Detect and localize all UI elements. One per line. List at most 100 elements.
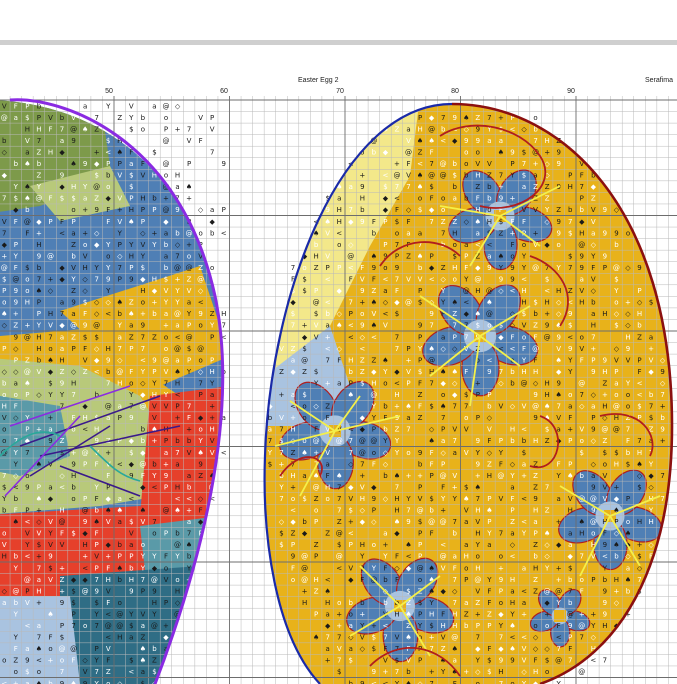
svg-text:o: o [2, 299, 6, 307]
svg-text:9: 9 [14, 287, 18, 295]
svg-text:b: b [187, 114, 192, 122]
svg-text:F: F [199, 137, 203, 145]
svg-text:P: P [14, 241, 18, 249]
svg-text:9: 9 [25, 483, 29, 491]
svg-text:H: H [360, 541, 365, 549]
svg-text:+: + [163, 195, 169, 203]
svg-text:◇: ◇ [198, 368, 204, 376]
svg-text:♠: ♠ [371, 252, 377, 260]
svg-text:7: 7 [464, 333, 468, 341]
svg-text:o: o [441, 206, 445, 214]
svg-text:♠: ♠ [428, 137, 434, 145]
svg-text:$: $ [626, 460, 630, 468]
svg-text:7: 7 [141, 333, 145, 341]
svg-text:7: 7 [580, 634, 584, 642]
svg-text:+: + [175, 414, 181, 422]
svg-text:@: @ [174, 264, 181, 272]
svg-text:P: P [568, 172, 572, 180]
svg-text:7: 7 [487, 114, 491, 122]
svg-text:◇: ◇ [117, 680, 123, 684]
svg-text:V: V [325, 229, 330, 237]
svg-text:P: P [476, 622, 480, 630]
svg-text:♠: ♠ [625, 530, 631, 538]
svg-text:H: H [82, 541, 87, 549]
svg-text:◇: ◇ [175, 599, 181, 607]
svg-text:o: o [71, 426, 75, 434]
svg-text:+: + [186, 507, 192, 515]
svg-text:Y: Y [521, 356, 527, 364]
svg-text:a: a [187, 518, 191, 526]
svg-text:<: < [24, 518, 30, 526]
ruler-number-60: 60 [220, 88, 228, 95]
svg-text:@: @ [578, 241, 585, 249]
svg-text:H: H [475, 507, 480, 515]
svg-text:V: V [533, 206, 538, 214]
svg-text:♠: ♠ [70, 680, 76, 684]
svg-text:$: $ [279, 530, 283, 538]
svg-text:V: V [37, 530, 42, 538]
svg-text:◇: ◇ [313, 403, 319, 411]
svg-text:@: @ [613, 264, 620, 272]
svg-text:7: 7 [568, 587, 572, 595]
svg-text:◇: ◇ [221, 437, 227, 445]
svg-text:◇: ◇ [591, 287, 597, 295]
svg-text:◇: ◇ [13, 368, 19, 376]
svg-text:V: V [210, 449, 215, 457]
svg-text:Y: Y [186, 310, 192, 318]
svg-text:P: P [37, 299, 41, 307]
svg-text:b: b [418, 460, 423, 468]
svg-text:$: $ [48, 379, 52, 387]
svg-text:$: $ [314, 368, 318, 376]
svg-text:@: @ [474, 576, 481, 584]
svg-text:V: V [418, 495, 423, 503]
svg-text:b: b [37, 356, 42, 364]
svg-text:b: b [118, 541, 123, 549]
svg-text:7: 7 [291, 264, 295, 272]
svg-text:<: < [221, 333, 227, 341]
svg-text:a: a [464, 241, 468, 249]
svg-text:a: a [175, 322, 179, 330]
svg-text:P: P [510, 160, 514, 168]
svg-text:+: + [140, 310, 146, 318]
svg-text:@: @ [93, 322, 100, 330]
svg-text:H: H [510, 599, 515, 607]
svg-text:b: b [510, 368, 515, 376]
svg-text:a: a [187, 472, 191, 480]
svg-text:Z: Z [314, 495, 319, 503]
svg-text:<: < [521, 518, 527, 526]
svg-text:◇: ◇ [452, 379, 458, 387]
svg-text:9: 9 [487, 264, 491, 272]
svg-text:◆: ◆ [348, 218, 354, 226]
svg-text:@: @ [59, 645, 66, 653]
svg-text:@: @ [313, 437, 320, 445]
svg-text:Y: Y [209, 379, 215, 387]
svg-text:b: b [25, 206, 30, 214]
svg-text:+: + [463, 668, 469, 676]
svg-text:o: o [510, 680, 514, 684]
svg-text:b: b [164, 264, 169, 272]
svg-text:P: P [406, 345, 410, 353]
svg-text:V: V [25, 599, 30, 607]
svg-text:♠: ♠ [140, 657, 146, 665]
svg-text:P: P [187, 322, 191, 330]
svg-text:V: V [117, 195, 122, 203]
svg-text:V: V [522, 403, 527, 411]
svg-text:7: 7 [48, 333, 52, 341]
svg-text:H: H [648, 518, 653, 526]
svg-text:@: @ [313, 483, 320, 491]
svg-text:Y: Y [405, 495, 411, 503]
svg-text:o: o [626, 229, 630, 237]
svg-text:+: + [602, 391, 608, 399]
svg-text:a: a [118, 518, 122, 526]
svg-text:a: a [83, 195, 87, 203]
svg-text:Z: Z [106, 668, 111, 676]
svg-text:◇: ◇ [429, 426, 435, 434]
svg-text:Y: Y [498, 622, 504, 630]
svg-text:◆: ◆ [348, 483, 354, 491]
right-backstitch [274, 124, 661, 677]
svg-text:b: b [210, 229, 215, 237]
svg-text:+: + [359, 472, 365, 480]
svg-text:9: 9 [360, 680, 364, 684]
svg-text:a: a [129, 634, 133, 642]
svg-text:$: $ [302, 345, 306, 353]
